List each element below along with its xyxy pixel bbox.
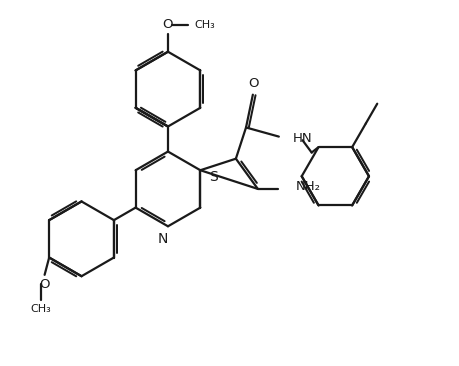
Text: O: O — [39, 279, 50, 291]
Text: CH₃: CH₃ — [31, 304, 51, 314]
Text: N: N — [157, 232, 168, 246]
Text: NH₂: NH₂ — [296, 180, 321, 193]
Text: CH₃: CH₃ — [194, 20, 215, 30]
Text: HN: HN — [292, 132, 312, 145]
Text: O: O — [163, 18, 173, 31]
Text: O: O — [248, 77, 259, 90]
Text: S: S — [209, 170, 218, 184]
